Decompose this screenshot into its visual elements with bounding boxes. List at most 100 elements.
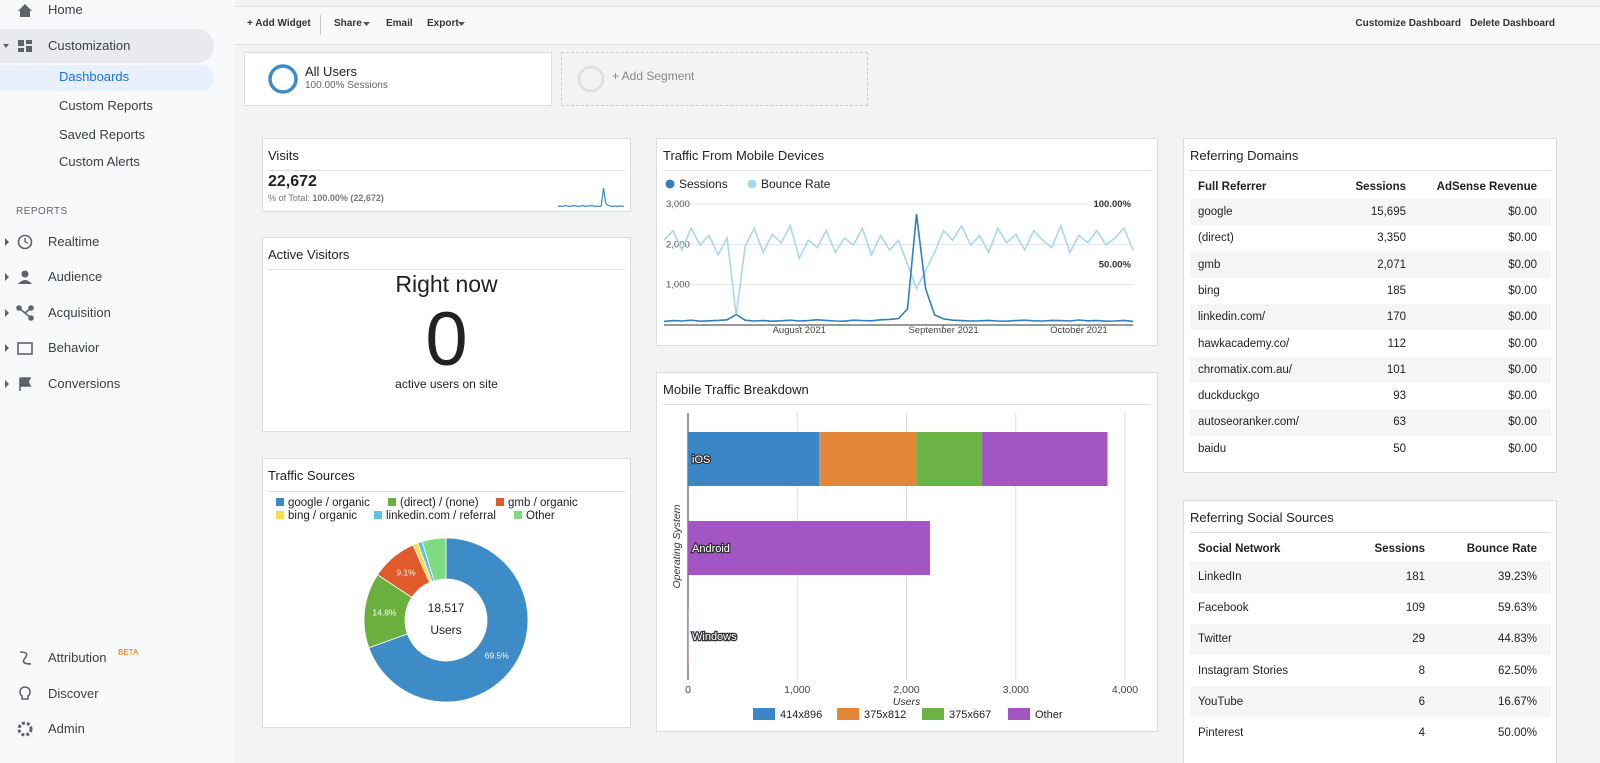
widget-referring-domains: Referring Domains Full Referrer Sessions A… (1183, 138, 1557, 473)
icon-realtime (17, 234, 33, 250)
table-cell: 50.00% (1497, 727, 1537, 739)
row-stripe (1190, 198, 1551, 226)
icon-realtime-hands (24, 238, 29, 244)
table-header: Sessions (1374, 543, 1426, 555)
table-cell: $0.00 (1508, 284, 1537, 297)
nav-item[interactable]: Conversions (48, 376, 121, 391)
nav-subitem[interactable]: Dashboards (59, 69, 130, 84)
nav-item[interactable]: Attribution (48, 650, 107, 665)
realtime-count: 0 (425, 297, 468, 382)
icon-discover (19, 686, 31, 700)
table-cell: bing (1198, 284, 1220, 297)
table-cell: LinkedIn (1198, 571, 1242, 583)
realtime-heading: Right now (395, 271, 498, 297)
nav-item[interactable]: Realtime (48, 234, 100, 249)
table-cell: 15,695 (1370, 206, 1406, 218)
table-cell: $0.00 (1508, 442, 1537, 455)
table-cell: 16.67% (1497, 695, 1537, 708)
separator (320, 15, 321, 35)
nav-item[interactable]: Audience (48, 269, 103, 284)
segment-icon (577, 65, 605, 93)
total-label: % of Total: (268, 193, 310, 203)
toolbar-button[interactable]: Delete Dashboard (1469, 18, 1555, 29)
add-segment[interactable]: + Add Segment (561, 52, 868, 106)
table-cell: 101 (1386, 363, 1406, 376)
nav-icons (3, 4, 34, 737)
nav-item[interactable]: Admin (48, 721, 85, 736)
table-header: Social Network (1198, 543, 1281, 555)
toolbar: + Add Widget Share Email Export Customiz… (235, 6, 1600, 45)
table-header: Full Referrer (1198, 181, 1267, 193)
table-cell: $0.00 (1508, 390, 1537, 403)
table-cell: $0.00 (1508, 206, 1537, 218)
segment-card[interactable]: All Users 100.00% Sessions (244, 52, 552, 106)
row-stripe (1190, 561, 1551, 593)
table-cell: 63 (1393, 416, 1406, 429)
table-cell: 109 (1405, 602, 1425, 615)
metric-value: 22,672 (268, 173, 317, 190)
metric-total: % of Total: 100.00% (22,672) (268, 193, 384, 203)
table-cell: Facebook (1198, 602, 1249, 615)
table-cell: 93 (1393, 390, 1406, 403)
row-stripe (1190, 409, 1551, 436)
widget-referring-social: Referring Social Sources Social Network S… (1183, 500, 1557, 763)
nav-item[interactable]: Behavior (48, 340, 100, 355)
table-cell: 3,350 (1377, 232, 1406, 245)
table-cell: $0.00 (1508, 337, 1537, 350)
segment-name: All Users (305, 64, 358, 79)
table-cell: linkedin.com/ (1198, 311, 1266, 324)
widget-active: Active Visitors Right now 0 active users… (262, 237, 631, 432)
table-cell: 44.83% (1497, 633, 1537, 646)
icon-admin (17, 721, 33, 737)
table-cell: 6 (1418, 695, 1425, 708)
nav-subitem[interactable]: Custom Alerts (59, 154, 140, 169)
table-cell: 181 (1405, 571, 1425, 583)
nav-item[interactable]: Discover (48, 686, 99, 701)
widget-title: Referring Domains (1190, 148, 1299, 163)
table-cell: 8 (1418, 664, 1425, 677)
nav-subitem[interactable]: Custom Reports (59, 98, 153, 113)
icon-behavior (17, 342, 33, 355)
nav-selected (0, 65, 214, 91)
toolbar-button[interactable]: Email (386, 18, 413, 29)
table-cell: YouTube (1198, 695, 1244, 708)
nav-highlight (0, 29, 214, 63)
nav-item[interactable]: Acquisition (48, 305, 111, 320)
segment-icon (268, 64, 298, 94)
toolbar-button[interactable]: Customize Dashboard (1355, 18, 1461, 29)
table-cell: google (1198, 206, 1233, 218)
divider (268, 491, 625, 492)
table-cell: $0.00 (1508, 232, 1537, 245)
nav-subitem[interactable]: Saved Reports (59, 127, 145, 142)
table-cell: 59.63% (1497, 602, 1537, 615)
toolbar-button[interactable]: Export (427, 18, 459, 29)
nav-item[interactable]: Home (48, 2, 83, 17)
table-cell: 112 (1387, 337, 1406, 350)
realtime-caption: active users on site (395, 377, 498, 391)
table-cell: 62.50% (1497, 664, 1537, 677)
toolbar-button[interactable]: Share (334, 18, 362, 29)
widget-title: Traffic From Mobile Devices (663, 148, 825, 163)
table-cell: baidu (1198, 442, 1227, 455)
total-value: 100.00% (22,672) (312, 193, 384, 203)
icon-dashboard (18, 40, 32, 52)
nav-item[interactable]: Customization (48, 38, 131, 53)
table-cell: $0.00 (1508, 416, 1537, 429)
row-stripe (1190, 356, 1551, 383)
row-stripe (1190, 251, 1551, 278)
caret (363, 22, 370, 26)
table-cell: duckduckgo (1198, 390, 1260, 403)
widget-title: Traffic Sources (268, 468, 355, 483)
table-cell: 29 (1412, 633, 1425, 646)
row-stripe (1190, 623, 1551, 655)
row-stripe (1190, 304, 1551, 331)
icon-acquisition (16, 305, 34, 321)
table-cell: autoseoranker.com/ (1198, 416, 1300, 429)
widget-title: Visits (268, 148, 299, 163)
table-cell: Instagram Stories (1198, 664, 1289, 677)
toolbar-button[interactable]: + Add Widget (247, 18, 311, 29)
widget-traffic-sources: Traffic Sources (262, 458, 631, 728)
widget-mobile-traffic: Traffic From Mobile Devices (656, 138, 1158, 346)
icon-audience (18, 270, 32, 284)
divider (663, 170, 1151, 171)
